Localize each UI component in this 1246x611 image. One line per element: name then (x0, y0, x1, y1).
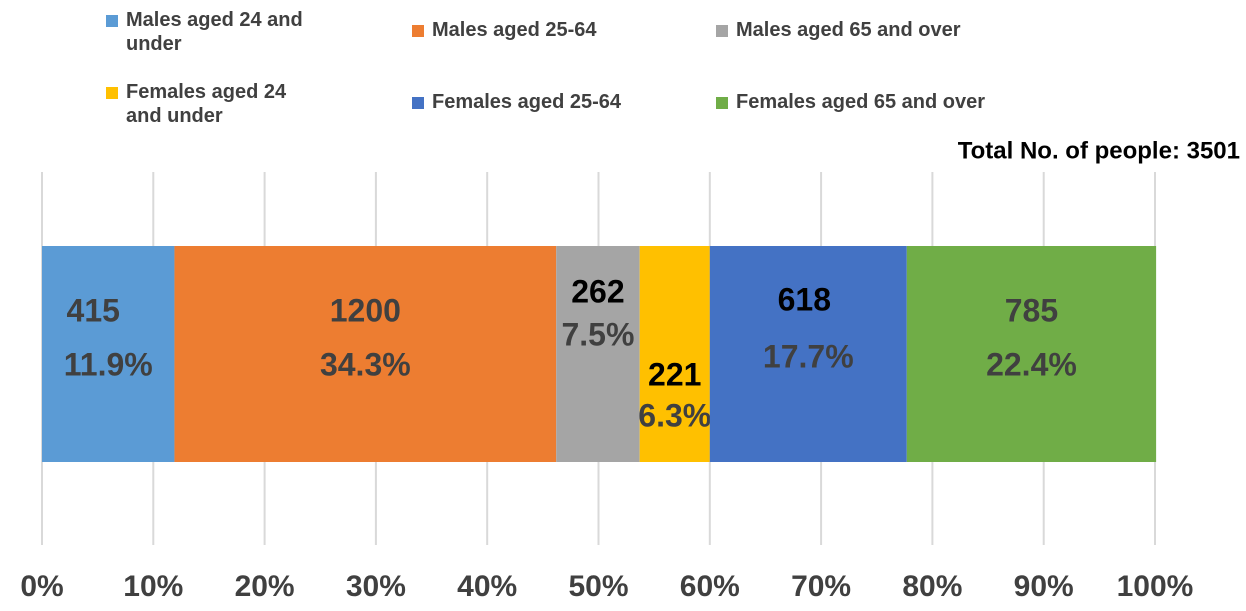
legend-label: Males aged 65 and over (736, 19, 961, 41)
data-label: 11.9% (64, 346, 153, 382)
total-label: Total No. of people: 3501 (958, 137, 1240, 164)
x-tick-label: 80% (902, 570, 962, 603)
x-tick-label: 70% (791, 570, 851, 603)
legend-item: Males aged 25-64 (412, 18, 597, 42)
bar-segment (709, 246, 907, 462)
count-label: 221 (648, 356, 701, 392)
legend-label: Males aged 25-64 (432, 19, 597, 41)
legend-swatch (106, 15, 118, 27)
bar-segment (42, 246, 175, 462)
x-tick-label: 40% (457, 570, 517, 603)
legend-swatch (106, 87, 118, 99)
legend-item: Males aged 65 and over (716, 18, 961, 42)
bar-segment (556, 246, 640, 462)
legend-label: Males aged 24 and under (126, 9, 303, 55)
x-tick-label: 100% (1117, 570, 1194, 603)
count-label: 785 (1005, 292, 1058, 328)
data-label: 7.5% (561, 316, 634, 352)
data-label: 34.3% (320, 346, 411, 382)
legend-label: Females aged 65 and over (736, 91, 986, 113)
legend-swatch (412, 25, 424, 37)
legend-swatch (412, 97, 424, 109)
legend-label: Females aged 24 and under (126, 81, 287, 127)
x-tick-label: 30% (346, 570, 406, 603)
legend-swatch (716, 25, 728, 37)
count-label: 262 (571, 273, 624, 309)
bar-segment (174, 246, 557, 462)
x-tick-label: 0% (20, 570, 63, 603)
data-label: 22.4% (986, 346, 1077, 382)
legend-item: Males aged 24 and under (106, 8, 311, 56)
bar-segment (906, 246, 1157, 462)
x-tick-label: 20% (235, 570, 295, 603)
legend-label: Females aged 25-64 (432, 91, 621, 113)
data-label: 17.7% (763, 338, 854, 374)
x-tick-label: 60% (680, 570, 740, 603)
x-tick-label: 90% (1014, 570, 1074, 603)
x-tick-label: 10% (123, 570, 183, 603)
legend-item: Females aged 25-64 (412, 90, 621, 114)
count-label: 1200 (330, 292, 401, 328)
x-tick-label: 50% (568, 570, 628, 603)
legend-swatch (716, 97, 728, 109)
legend-item: Females aged 65 and over (716, 90, 985, 114)
bar-segment (639, 246, 710, 462)
count-label: 415 (67, 292, 120, 328)
legend-item: Females aged 24 and under (106, 80, 311, 128)
data-label: 6.3% (638, 397, 711, 433)
count-label: 618 (778, 281, 831, 317)
